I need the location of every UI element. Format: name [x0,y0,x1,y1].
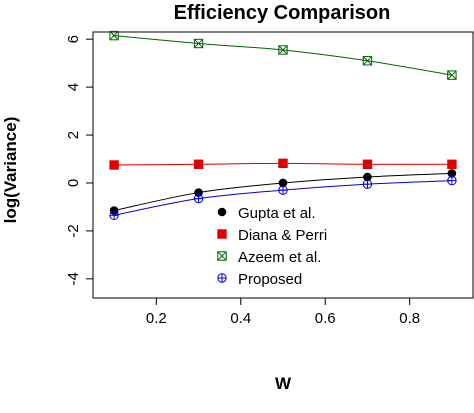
x-tick-label: 0.2 [146,310,167,327]
y-tick-label: 4 [65,83,82,91]
y-tick-label: 0 [65,179,82,187]
x-tick-label: 0.4 [230,310,251,327]
legend-label-azeem-et-al: Azeem et al. [238,249,321,266]
data-point-azeem-et-al [447,70,457,80]
x-tick-label: 0.8 [399,310,420,327]
legend-marker-diana-perri [217,229,227,239]
legend-label-gupta-et-al: Gupta et al. [238,205,316,222]
y-tick-label: -4 [65,272,82,285]
series-layer [109,30,457,221]
x-axis-label: W [275,374,292,393]
data-point-proposed [362,179,373,189]
series-line-azeem-et-al [114,35,452,76]
data-point-diana-perri [447,159,457,169]
series-diana-perri [109,158,457,170]
y-axis: -4 -2 0 2 4 6 [65,35,93,286]
data-point-proposed [447,175,457,186]
chart-title: Efficiency Comparison [174,2,391,24]
data-point-proposed [278,185,288,195]
data-point-azeem-et-al [278,45,288,55]
legend-marker-gupta-et-al [217,207,227,217]
x-axis: 0.2 0.4 0.6 0.8 [146,298,420,327]
series-azeem-et-al [109,30,457,80]
data-point-proposed [193,193,204,204]
y-tick-label: 6 [65,35,82,43]
data-point-azeem-et-al [362,56,373,66]
data-point-diana-perri [193,159,204,169]
data-point-diana-perri [109,160,119,170]
x-tick-label: 0.6 [315,310,336,327]
legend-label-proposed: Proposed [238,271,302,288]
plot-frame [92,31,474,299]
data-point-azeem-et-al [109,30,119,41]
data-point-diana-perri [362,159,373,169]
series-proposed [109,175,457,221]
y-tick-label: 2 [65,131,82,139]
data-point-diana-perri [278,158,288,169]
legend: Gupta et al. Diana & Perri Azeem et al. Pro… [217,205,327,288]
legend-marker-azeem-et-al [217,251,227,261]
legend-marker-proposed [217,273,227,283]
y-axis-label: log(Variance) [1,117,20,224]
series-gupta-et-al [109,169,457,215]
data-point-azeem-et-al [193,38,204,49]
legend-label-diana-perri: Diana & Perri [238,227,327,244]
data-point-proposed [109,210,119,221]
y-tick-label: -2 [65,224,82,237]
